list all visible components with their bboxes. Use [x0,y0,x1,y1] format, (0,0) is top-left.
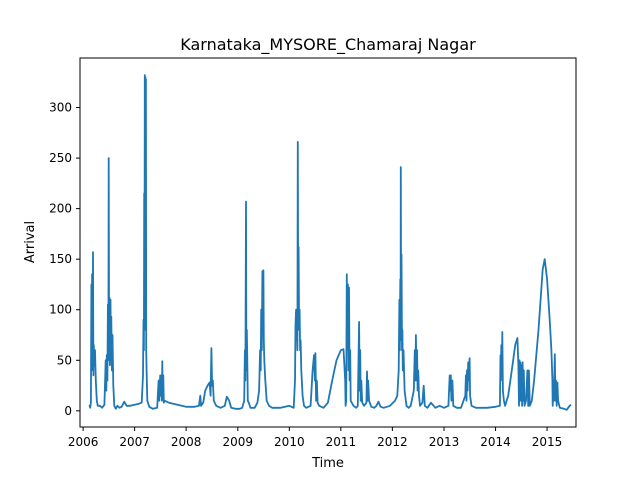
x-tick-label: 2009 [223,435,254,449]
plot-area: 2006 2007 2008 2009 2010 2011 2012 2013 2014 2015… [49,57,577,449]
x-tick-label: 2010 [274,435,305,449]
y-axis: 0 50 100 150 200 250 300 [49,101,80,418]
y-tick-label: 250 [49,151,72,165]
y-tick-label: 0 [64,404,72,418]
x-tick-label: 2007 [119,435,150,449]
x-tick-label: 2013 [429,435,460,449]
y-tick-label: 200 [49,202,72,216]
y-axis-label: Arrival [23,221,38,263]
x-axis: 2006 2007 2008 2009 2010 2011 2012 2013 2014 2015 [68,427,563,449]
x-tick-label: 2012 [377,435,408,449]
x-axis-label: Time [311,456,344,471]
y-tick-label: 50 [57,353,72,367]
x-tick-label: 2006 [68,435,99,449]
plot-frame [79,57,577,428]
x-tick-label: 2014 [480,435,511,449]
y-tick-label: 150 [49,252,72,266]
x-tick-label: 2015 [532,435,563,449]
chart-title: Karnataka_MYSORE_Chamaraj Nagar [180,35,476,55]
y-tick-label: 300 [49,101,72,115]
series-line [88,74,572,411]
y-tick-label: 100 [49,303,72,317]
x-tick-label: 2011 [326,435,357,449]
x-tick-label: 2008 [171,435,202,449]
